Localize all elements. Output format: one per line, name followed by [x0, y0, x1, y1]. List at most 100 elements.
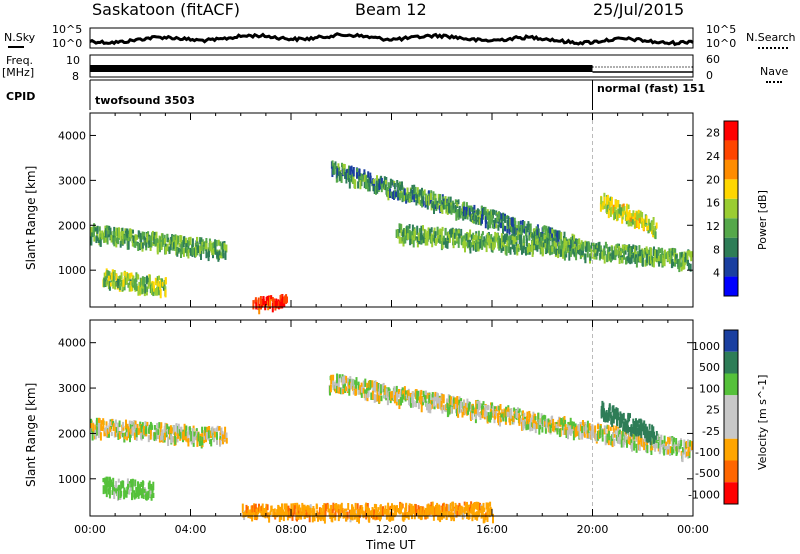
velocity-cell	[633, 432, 636, 440]
velocity-cell	[129, 432, 131, 443]
power-cell	[527, 221, 530, 231]
velocity-cell	[448, 395, 451, 404]
power-cell	[633, 220, 636, 228]
velocity-cell	[420, 510, 423, 520]
velocity-cell	[400, 397, 402, 406]
power-cell	[638, 223, 640, 230]
velocity-cell	[657, 442, 660, 449]
velocity-cell	[347, 382, 350, 392]
power-cell	[558, 233, 561, 239]
power-cell	[130, 272, 133, 277]
power-cell	[502, 212, 505, 222]
velocity-cell	[549, 425, 552, 433]
velocity-cell	[110, 479, 113, 484]
cpid-label: CPID	[6, 90, 36, 103]
power-cell	[641, 251, 644, 257]
power-cell	[679, 252, 682, 260]
power-colorbar-segment	[724, 159, 738, 180]
power-cell	[146, 286, 149, 292]
power-cell	[336, 175, 339, 183]
velocity-cell	[330, 374, 333, 385]
velocity-cell	[422, 511, 425, 516]
power-cell	[506, 225, 509, 234]
power-cell	[618, 213, 621, 218]
velocity-cell	[533, 423, 536, 430]
power-panel-frame	[89, 112, 694, 308]
velocity-cell	[149, 429, 152, 440]
velocity-cell	[584, 421, 587, 427]
power-cell	[455, 232, 458, 242]
velocity-cell	[137, 481, 139, 491]
velocity-cell	[345, 511, 348, 522]
power-cell	[365, 175, 368, 183]
velocity-colorbar-tick: -1000	[688, 488, 720, 501]
velocity-cell	[305, 509, 308, 517]
power-cell	[573, 234, 576, 243]
nsearch-tick-low: 10^0	[706, 37, 737, 50]
velocity-cell	[110, 482, 113, 487]
velocity-cell	[219, 440, 222, 445]
velocity-cell	[552, 418, 555, 424]
power-cell	[555, 237, 558, 246]
velocity-cell	[185, 425, 188, 431]
velocity-cell	[186, 431, 189, 440]
power-cell	[123, 281, 126, 291]
velocity-cell	[412, 400, 415, 405]
velocity-cell	[498, 405, 501, 411]
velocity-cell	[174, 437, 177, 445]
power-cell	[174, 234, 177, 241]
power-cell	[515, 237, 518, 247]
velocity-cell	[631, 442, 633, 452]
power-cell	[341, 162, 343, 168]
velocity-cell	[512, 416, 515, 423]
velocity-colorbar-segment	[724, 460, 738, 483]
power-cell	[442, 200, 445, 210]
power-cell	[632, 210, 635, 217]
power-cell	[156, 286, 159, 294]
nsky-legend-line	[8, 46, 24, 48]
velocity-cell	[522, 420, 525, 425]
velocity-cell	[654, 444, 657, 452]
power-cell	[408, 194, 411, 203]
power-cell	[171, 241, 174, 248]
power-cell	[443, 239, 446, 245]
velocity-cell	[371, 507, 374, 514]
velocity-cell	[378, 395, 381, 404]
power-cell	[606, 196, 609, 207]
velocity-cell	[684, 448, 687, 454]
power-colorbar-tick: 28	[706, 127, 720, 140]
nave-legend-dots	[766, 81, 782, 83]
power-cell	[220, 243, 223, 248]
power-cell	[413, 194, 416, 203]
velocity-cell	[393, 395, 396, 404]
velocity-cell	[285, 511, 288, 517]
velocity-cell	[125, 490, 128, 498]
velocity-cell	[128, 489, 131, 494]
power-cell	[652, 217, 655, 226]
xtick-label: 00:00	[74, 523, 106, 536]
power-cell	[433, 201, 435, 212]
power-cell	[517, 247, 520, 252]
power-cell	[168, 246, 171, 254]
velocity-cell	[481, 507, 484, 517]
power-cell	[399, 184, 402, 194]
power-cell	[151, 287, 154, 294]
velocity-cell	[419, 506, 422, 513]
power-cell	[516, 235, 519, 241]
power-cell	[444, 196, 447, 205]
power-cell	[152, 281, 155, 289]
velocity-cell	[440, 403, 443, 411]
velocity-cell	[560, 418, 563, 425]
velocity-cell	[196, 437, 199, 447]
power-cell	[408, 224, 411, 229]
power-cell	[414, 231, 416, 241]
velocity-cell	[373, 503, 376, 509]
velocity-cell	[622, 412, 625, 421]
velocity-cell	[635, 423, 638, 432]
velocity-cell	[364, 378, 367, 387]
velocity-cell	[612, 405, 615, 413]
power-cell	[463, 206, 466, 212]
power-cell	[472, 232, 475, 240]
power-cell	[603, 245, 606, 251]
velocity-scatter-layer	[90, 373, 693, 524]
